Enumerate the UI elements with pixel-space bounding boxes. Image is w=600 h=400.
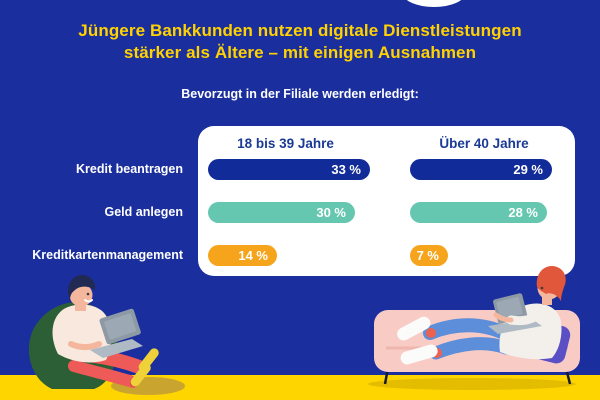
- young-person-beanbag-laptop-illustration: [28, 274, 185, 395]
- bar-kredit-old: 29 %: [410, 159, 552, 180]
- category-label-kreditkarten: Kreditkartenmanagement: [32, 248, 183, 262]
- column-header-old: Über 40 Jahre: [439, 136, 529, 151]
- column-header-young: 18 bis 39 Jahre: [237, 136, 334, 151]
- bar-geld-young: 30 %: [208, 202, 355, 223]
- title-line-1: Jüngere Bankkunden nutzen digitale Diens…: [78, 21, 522, 40]
- laptop-icon: [90, 308, 143, 358]
- laptop-icon: [488, 293, 542, 334]
- bar-kreditkarten-old: 7 %: [410, 245, 448, 266]
- couch-shadow-icon: [368, 378, 576, 390]
- chart-subtitle: Bevorzugt in der Filiale werden erledigt…: [181, 87, 419, 101]
- bar-kredit-young: 33 %: [208, 159, 370, 180]
- title-line-2: stärker als Ältere – mit einigen Ausnahm…: [123, 43, 477, 63]
- category-label-kredit: Kredit beantragen: [76, 162, 183, 176]
- arm-icon: [506, 307, 547, 326]
- category-label-geld: Geld anlegen: [104, 205, 184, 219]
- hand-icon: [493, 312, 514, 323]
- page-title: Jüngere Bankkunden nutzen digitale Diens…: [0, 20, 600, 65]
- decorative-ellipse: [403, 0, 465, 7]
- bar-geld-old: 28 %: [410, 202, 547, 223]
- older-person-couch-laptop-illustration: [368, 266, 580, 390]
- young-person-icon: [52, 274, 159, 388]
- bar-kreditkarten-young: 14 %: [208, 245, 277, 266]
